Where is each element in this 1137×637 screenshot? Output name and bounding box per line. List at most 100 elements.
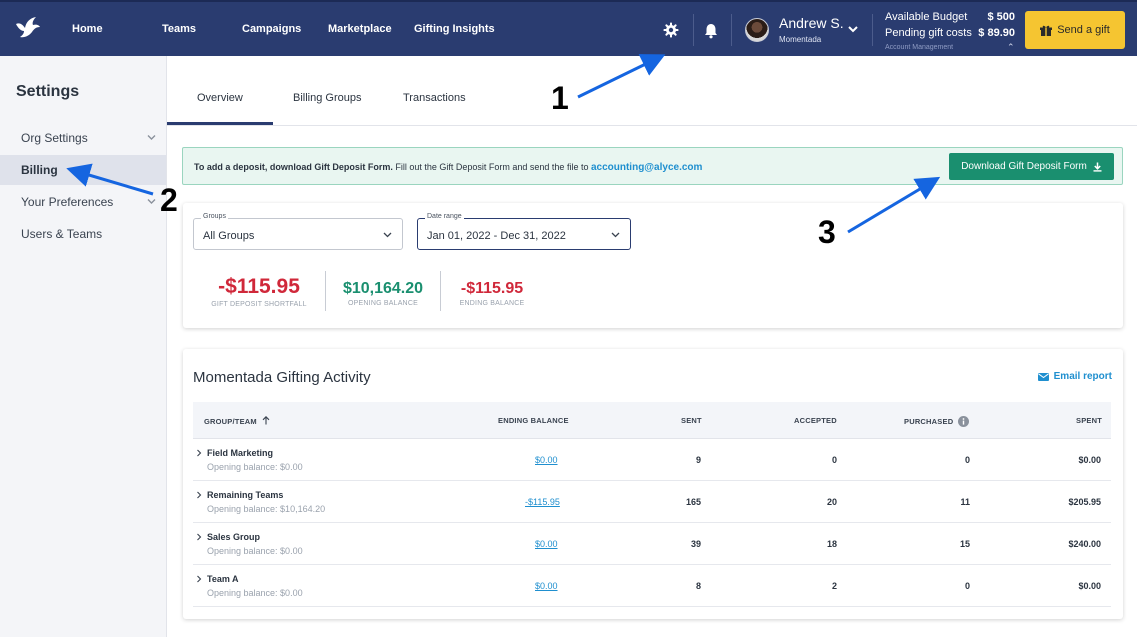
- send-gift-label: Send a gift: [1057, 24, 1110, 36]
- opening-balance-label: OPENING BALANCE: [348, 300, 418, 307]
- sidebar-title: Settings: [16, 83, 80, 100]
- chevron-down-icon: [147, 199, 156, 204]
- tab-billing-groups[interactable]: Billing Groups: [293, 92, 362, 104]
- row-opening-balance: Opening balance: $0.00: [207, 588, 303, 598]
- tab-transactions[interactable]: Transactions: [403, 92, 466, 104]
- sidebar-item-label: Users & Teams: [21, 227, 103, 241]
- table-row[interactable]: Remaining Teams Opening balance: $10,164…: [193, 481, 1111, 523]
- column-header-spent[interactable]: SPENT: [1076, 416, 1103, 425]
- download-button-label: Download Gift Deposit Form: [961, 161, 1087, 172]
- billing-tabs: Overview Billing Groups Transactions: [167, 56, 1137, 126]
- row-sent: 39: [690, 539, 701, 549]
- gift-deposit-shortfall-stat: -$115.95 GIFT DEPOSIT SHORTFALL: [209, 275, 309, 308]
- row-accepted: 20: [826, 497, 837, 507]
- chevron-right-icon[interactable]: [196, 533, 202, 541]
- pending-costs-value: $ 89.90: [978, 27, 1015, 39]
- row-purchased: 0: [964, 455, 970, 465]
- tab-overview[interactable]: Overview: [197, 92, 243, 104]
- table-row[interactable]: Sales Group Opening balance: $0.00 $0.00…: [193, 523, 1111, 565]
- sidebar-item-your-preferences[interactable]: Your Preferences: [0, 187, 166, 217]
- row-purchased: 15: [959, 539, 970, 549]
- row-group-name[interactable]: Field Marketing: [207, 448, 274, 458]
- row-opening-balance: Opening balance: $0.00: [207, 462, 303, 472]
- sidebar-item-label: Org Settings: [21, 131, 88, 145]
- avatar[interactable]: [745, 18, 769, 42]
- row-group-name[interactable]: Sales Group: [207, 532, 261, 542]
- active-tab-indicator: [167, 122, 273, 125]
- row-purchased: 0: [964, 581, 970, 591]
- nav-divider: [872, 14, 873, 46]
- send-gift-button[interactable]: Send a gift: [1025, 11, 1125, 49]
- chevron-right-icon[interactable]: [196, 491, 202, 499]
- row-ending-balance-link[interactable]: -$115.95: [525, 497, 560, 507]
- row-accepted: 0: [831, 455, 837, 465]
- chevron-right-icon[interactable]: [196, 575, 202, 583]
- chevron-right-icon[interactable]: [196, 449, 202, 457]
- row-accepted: 18: [826, 539, 837, 549]
- banner-bold-text: To add a deposit, download Gift Deposit …: [194, 162, 393, 172]
- ending-balance-stat: -$115.95 ENDING BALANCE: [442, 280, 542, 307]
- row-group-name[interactable]: Team A: [207, 574, 239, 584]
- column-header-purchased[interactable]: PURCHASED: [904, 416, 969, 427]
- sidebar-item-label: Billing: [21, 163, 58, 177]
- row-opening-balance: Opening balance: $10,164.20: [207, 504, 326, 514]
- account-management-link[interactable]: Account Management: [885, 44, 954, 51]
- row-ending-balance-link[interactable]: $0.00: [535, 581, 558, 591]
- row-spent: $240.00: [1068, 539, 1101, 549]
- column-header-ending-balance[interactable]: ENDING BALANCE: [498, 416, 569, 425]
- download-gift-deposit-form-button[interactable]: Download Gift Deposit Form: [949, 153, 1114, 180]
- chevron-down-icon[interactable]: [847, 24, 859, 34]
- chevron-down-icon: [147, 135, 156, 140]
- user-name[interactable]: Andrew S.: [779, 15, 844, 31]
- annotation-number-1: 1: [551, 80, 569, 116]
- nav-home[interactable]: Home: [72, 23, 103, 35]
- column-header-group-team[interactable]: GROUP/TEAM: [204, 416, 270, 426]
- pending-costs-label: Pending gift costs: [885, 27, 972, 39]
- row-group-name[interactable]: Remaining Teams: [207, 490, 284, 500]
- gift-icon: [1040, 25, 1053, 36]
- stat-divider: [325, 271, 326, 311]
- column-header-label: GROUP/TEAM: [204, 417, 257, 426]
- sidebar-item-users-teams[interactable]: Users & Teams: [0, 219, 166, 249]
- top-navbar: Home Teams Campaigns Marketplace Gifting…: [0, 0, 1137, 56]
- nav-marketplace[interactable]: Marketplace: [328, 23, 392, 35]
- opening-balance-stat: $10,164.20 OPENING BALANCE: [333, 280, 433, 307]
- accounting-email-link[interactable]: accounting@alyce.com: [590, 162, 703, 173]
- nav-divider: [731, 14, 732, 46]
- opening-balance-value: $10,164.20: [342, 280, 424, 297]
- activity-table-header: GROUP/TEAM ENDING BALANCE SENT ACCEPTED …: [193, 402, 1111, 439]
- row-accepted: 2: [831, 581, 837, 591]
- annotation-number-3: 3: [818, 214, 836, 250]
- stat-divider: [440, 271, 441, 311]
- date-range-select[interactable]: Date range Jan 01, 2022 - Dec 31, 2022: [417, 213, 631, 250]
- available-budget-value: $ 500: [987, 11, 1015, 23]
- nav-gifting-insights[interactable]: Gifting Insights: [414, 23, 495, 35]
- ending-balance-value: -$115.95: [460, 280, 524, 297]
- alyce-bird-logo-icon[interactable]: [14, 16, 42, 40]
- sidebar-item-org-settings[interactable]: Org Settings: [0, 123, 166, 153]
- groups-select[interactable]: Groups All Groups: [193, 213, 403, 250]
- download-icon: [1093, 162, 1102, 172]
- table-row[interactable]: Field Marketing Opening balance: $0.00 $…: [193, 439, 1111, 481]
- nav-teams[interactable]: Teams: [162, 23, 197, 35]
- annotation-number-2: 2: [160, 182, 178, 218]
- column-header-sent[interactable]: SENT: [681, 416, 702, 425]
- chevron-up-icon[interactable]: ⌃: [1007, 42, 1015, 52]
- nav-campaigns[interactable]: Campaigns: [242, 23, 302, 35]
- info-icon[interactable]: [957, 416, 969, 427]
- email-report-link[interactable]: Email report: [1037, 371, 1112, 382]
- column-header-accepted[interactable]: ACCEPTED: [794, 416, 837, 425]
- ending-balance-label: ENDING BALANCE: [459, 300, 525, 307]
- table-row[interactable]: Team A Opening balance: $0.00 $0.00 8 2 …: [193, 565, 1111, 607]
- gear-icon[interactable]: [663, 22, 679, 38]
- activity-title: Momentada Gifting Activity: [193, 369, 371, 386]
- row-sent: 8: [695, 581, 701, 591]
- bell-icon[interactable]: [704, 23, 718, 39]
- sidebar-item-label: Your Preferences: [21, 195, 114, 209]
- groups-value: All Groups: [203, 230, 255, 242]
- row-ending-balance-link[interactable]: $0.00: [535, 455, 558, 465]
- row-ending-balance-link[interactable]: $0.00: [535, 539, 558, 549]
- available-budget-label: Available Budget: [885, 11, 968, 23]
- sidebar-item-billing[interactable]: Billing: [0, 155, 166, 185]
- row-spent: $0.00: [1078, 455, 1101, 465]
